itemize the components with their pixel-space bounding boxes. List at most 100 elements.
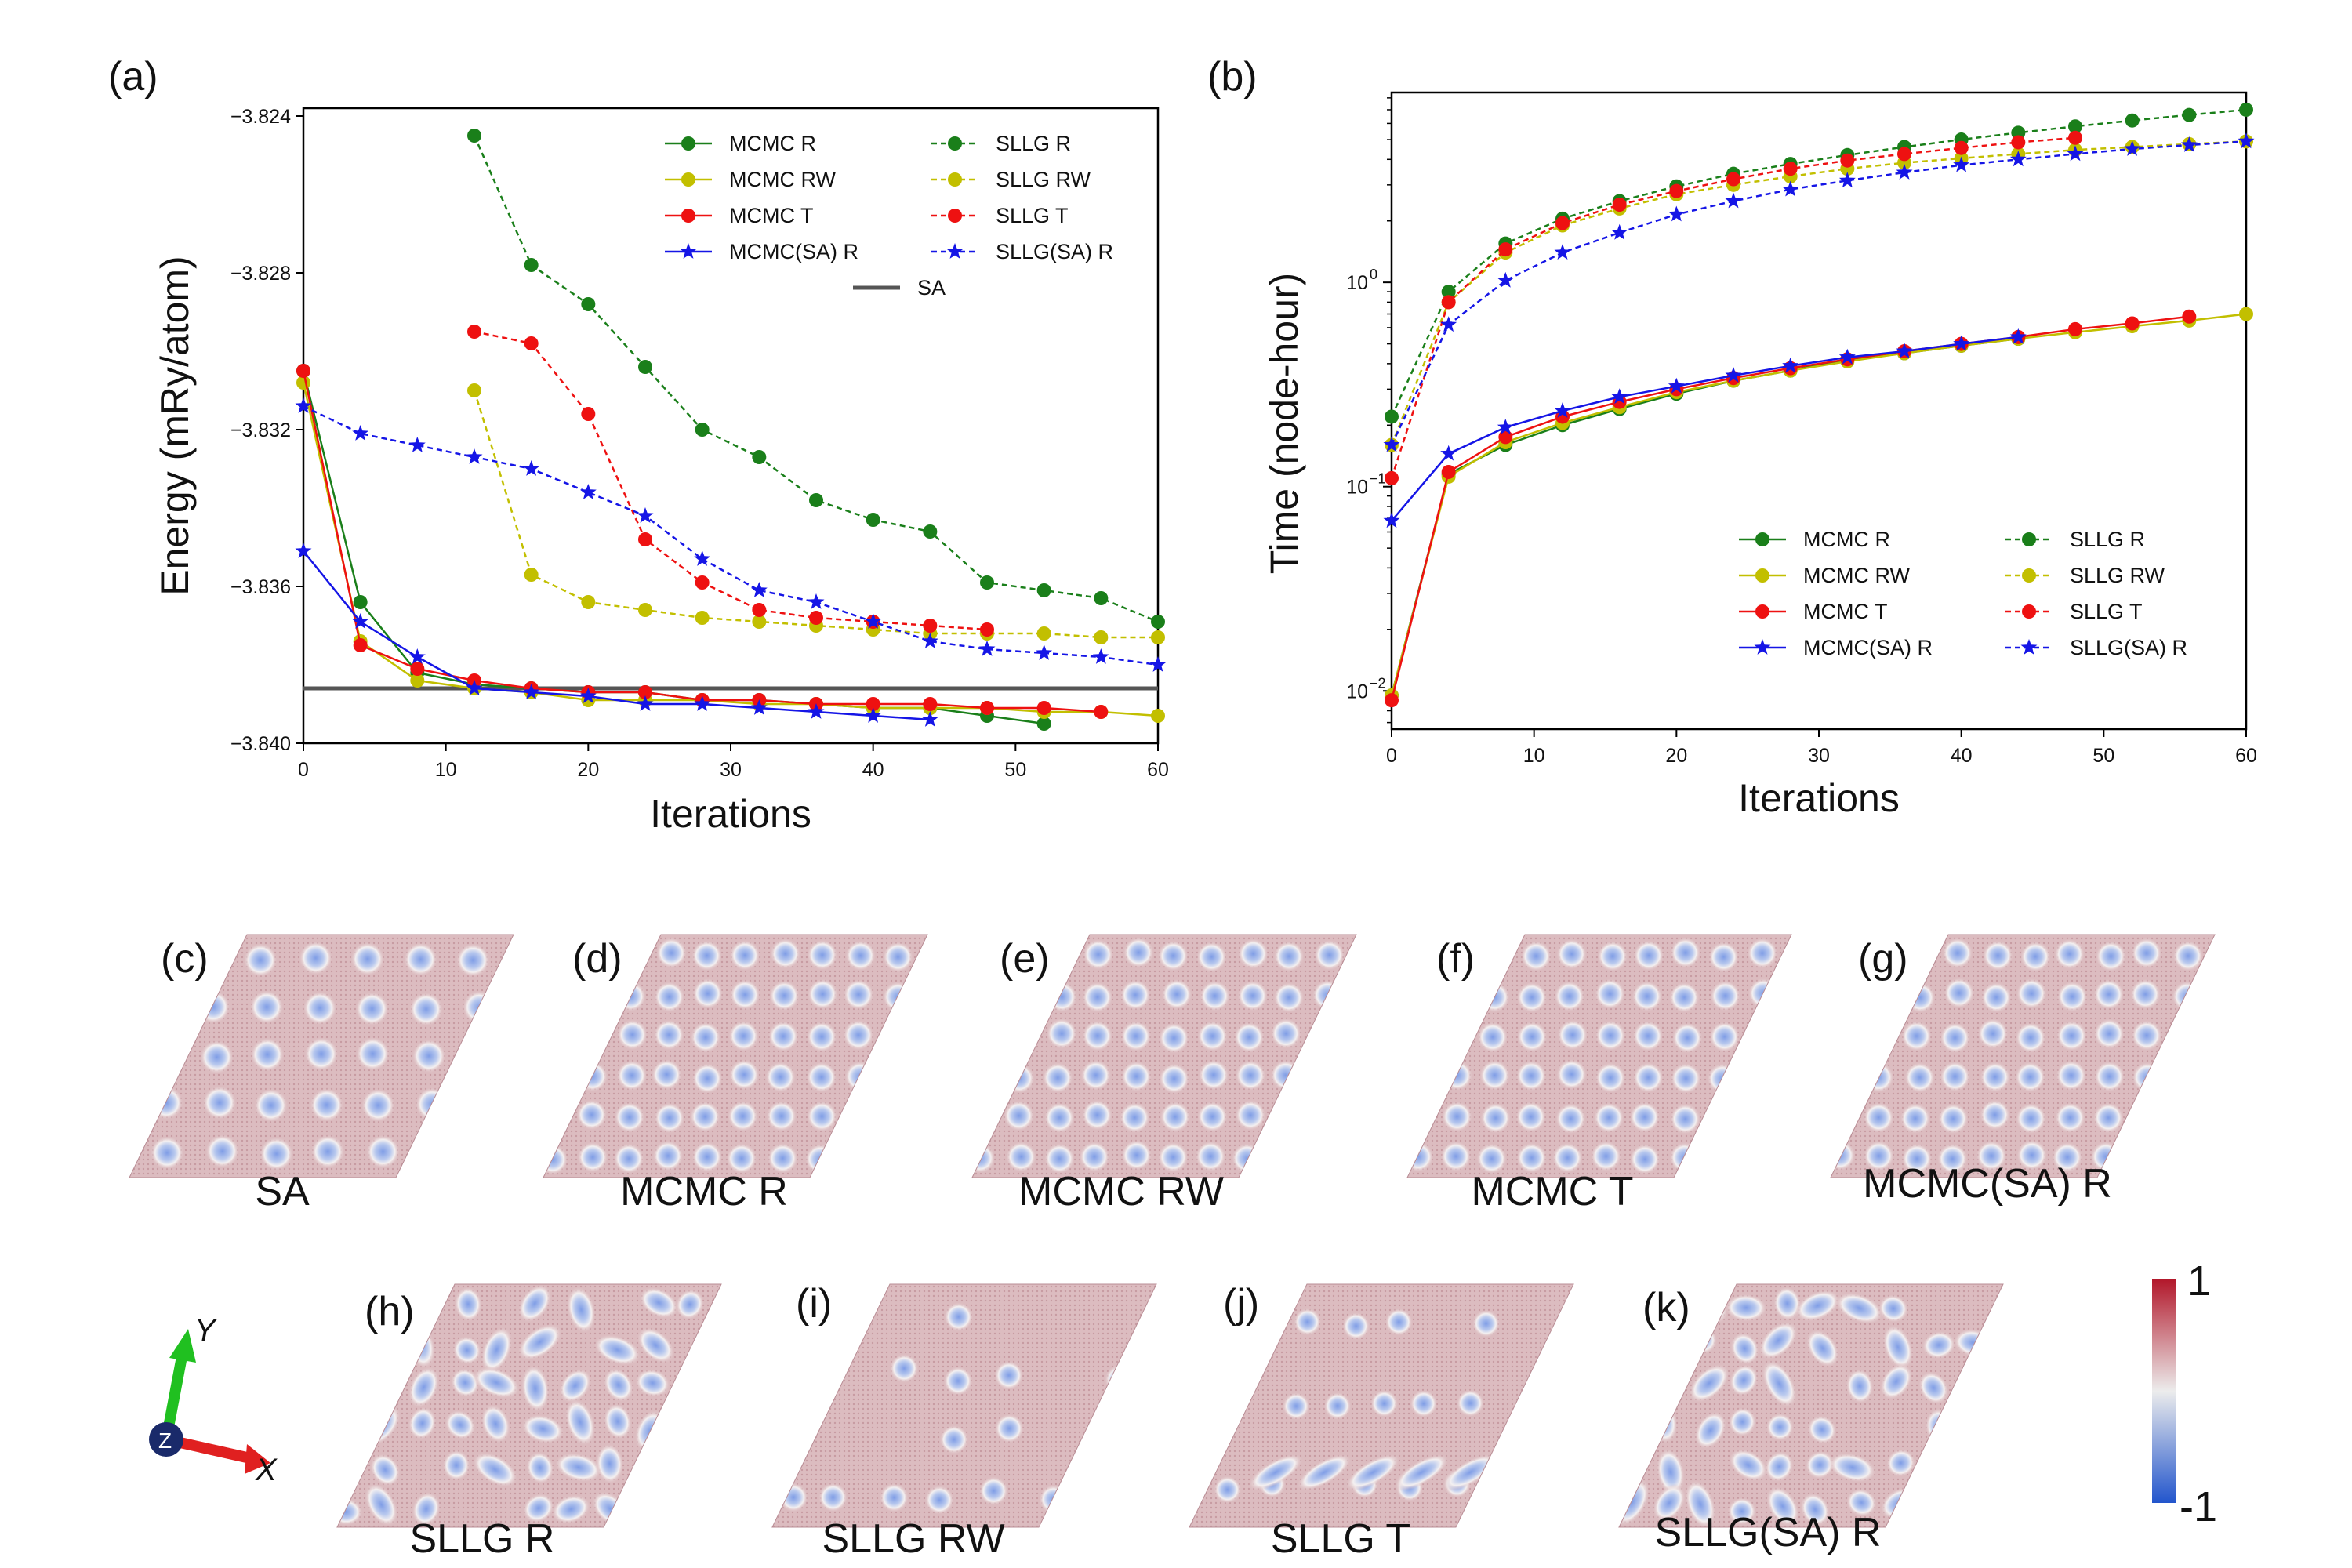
snapshot-k: (k) SLLG(SA) R (1618, 1283, 2004, 1555)
skyrmion (1998, 1330, 2003, 1359)
snapshot-border (543, 934, 928, 1178)
skyrmion (2054, 1102, 2086, 1134)
skyrmion (199, 1040, 234, 1075)
legend-label: SLLG(SA) R (996, 240, 1113, 263)
skyrmion (2014, 1061, 2046, 1093)
skyrmion (1918, 1370, 1949, 1405)
y-axis-label-b: Time (node-hour) (1262, 273, 1306, 574)
skyrmion (365, 1134, 401, 1169)
skyrmion (595, 1443, 624, 1484)
skyrmion (1911, 1488, 1955, 1523)
skyrmion (1312, 1062, 1344, 1094)
data-point (467, 325, 481, 339)
series-mcmc-t (296, 364, 1109, 719)
data-point (467, 383, 481, 397)
data-point (1498, 242, 1513, 257)
skyrmion (2172, 940, 2205, 972)
skyrmion (2209, 981, 2215, 1013)
skyrmion (2092, 978, 2125, 1011)
series-line (1391, 336, 2019, 522)
skyrmion (576, 1142, 608, 1174)
skyrmion (1555, 1102, 1587, 1134)
skyrmion (1729, 1363, 1759, 1397)
data-point (2182, 309, 2197, 324)
skyrmion (472, 1451, 518, 1488)
data-point (1953, 156, 1970, 172)
skyrmion (993, 1360, 1024, 1391)
skyrmion (1233, 1022, 1265, 1054)
skyrmion (1552, 1142, 1584, 1174)
z-axis-dot (149, 1422, 183, 1457)
skyrmion (2015, 1102, 2047, 1134)
series-line (1390, 108, 2247, 418)
series-sllg-t (1385, 130, 2082, 485)
skyrmion (1236, 980, 1269, 1012)
skyrmion (1904, 1062, 1936, 1094)
skyrmion (1629, 1143, 1661, 1175)
snapshot-border (1189, 1283, 1574, 1528)
data-point (694, 695, 711, 711)
skyrmion (1708, 941, 1740, 973)
legend-label: SLLG R (996, 132, 1071, 155)
snapshot-border (971, 934, 1357, 1178)
snapshot-panel-label: (c) (161, 936, 209, 982)
data-point (865, 613, 882, 629)
x-tick-label: 20 (577, 759, 599, 781)
skyrmion (1936, 1142, 1969, 1174)
data-point (866, 513, 880, 527)
data-point (1036, 626, 1051, 641)
skyrmion (1520, 940, 1552, 972)
skyrmion (1476, 1021, 1508, 1053)
skyrmion (1515, 1101, 1547, 1133)
y-tick-exponent: −2 (1370, 675, 1386, 691)
skyrmion (1846, 1488, 1878, 1518)
data-point (638, 603, 652, 617)
skyrmion (1556, 1019, 1588, 1051)
data-point (352, 425, 369, 441)
skyrmion (1350, 978, 1356, 1011)
x-tick-label: 0 (1386, 745, 1397, 767)
data-point (923, 619, 938, 633)
skyrmion (1901, 1142, 1933, 1174)
legend-label: MCMC T (729, 204, 814, 227)
snapshot-c: (c) SA (129, 934, 514, 1214)
skyrmion (521, 1414, 565, 1444)
data-point (353, 638, 368, 652)
data-point (750, 699, 768, 715)
data-point (1385, 470, 1399, 485)
data-point (752, 603, 767, 617)
skyrmion (1744, 1058, 1777, 1090)
skyrmion (728, 1020, 760, 1052)
skyrmion (765, 1100, 797, 1132)
data-point (1838, 172, 1856, 188)
skyrmion (259, 1136, 294, 1171)
data-point (353, 595, 368, 609)
data-point (980, 622, 994, 637)
elongated-skyrmion (1442, 1454, 1498, 1491)
legend-entry-sllgsa-r: SLLG(SA) R (931, 240, 1113, 263)
data-point (1726, 172, 1740, 187)
legend-entry-sllg-rw: SLLG RW (931, 168, 1091, 191)
skyrmion (1628, 1101, 1661, 1133)
legend-label: MCMC T (1803, 600, 1888, 623)
data-point (1783, 162, 1798, 176)
skyrmion (1828, 1452, 1877, 1483)
data-point (809, 611, 823, 625)
data-point (1725, 192, 1742, 209)
skyrmion (1863, 1018, 1895, 1050)
skyrmion (1730, 1332, 1760, 1366)
skyrmion (452, 1335, 482, 1365)
skyrmion (202, 1085, 238, 1120)
skyrmion (1631, 980, 1663, 1012)
skyrmion (1976, 1140, 2008, 1172)
data-point (638, 532, 652, 546)
x-tick-label: 50 (1004, 759, 1026, 781)
skyrmion (361, 1087, 396, 1123)
skyrmion (1234, 1099, 1266, 1131)
snapshot-caption: MCMC(SA) R (1863, 1161, 2112, 1207)
y-tick-exponent: −1 (1370, 471, 1386, 487)
skyrmion (1746, 937, 1778, 969)
skyrmion (1709, 980, 1741, 1012)
skyrmion (978, 1475, 1009, 1506)
skyrmion (1758, 1321, 1798, 1360)
